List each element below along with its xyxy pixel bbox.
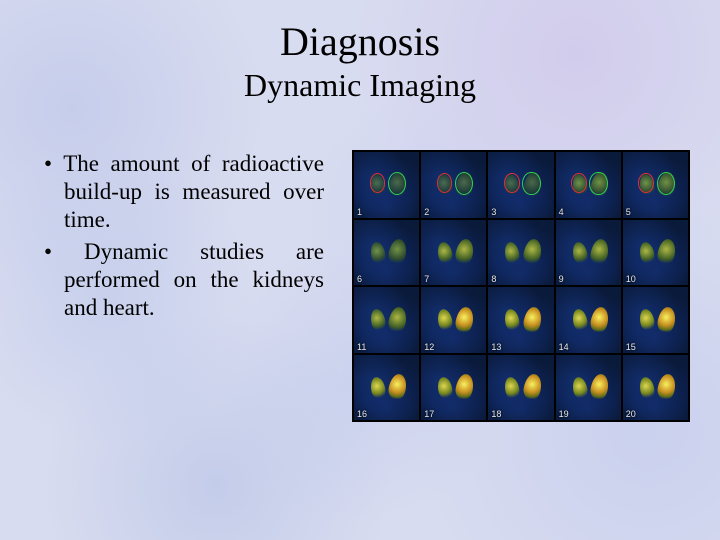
- scan-frame: 10: [623, 220, 688, 286]
- roi-left: [638, 173, 654, 193]
- slide-title: Diagnosis: [0, 18, 720, 65]
- frame-number: 19: [559, 409, 569, 419]
- scan-frame: 8: [488, 220, 553, 286]
- frame-number: 7: [424, 274, 429, 284]
- bullet-item: Dynamic studies are performed on the kid…: [44, 238, 324, 322]
- frame-number: 1: [357, 207, 362, 217]
- frame-number: 2: [424, 207, 429, 217]
- slide-subtitle: Dynamic Imaging: [0, 67, 720, 104]
- scan-frame: 17: [421, 355, 486, 421]
- frame-number: 4: [559, 207, 564, 217]
- roi-right: [657, 172, 675, 196]
- frame-number: 15: [626, 342, 636, 352]
- title-block: Diagnosis Dynamic Imaging: [0, 0, 720, 104]
- scan-frame: 16: [354, 355, 419, 421]
- scan-frame: 19: [556, 355, 621, 421]
- frame-number: 12: [424, 342, 434, 352]
- frame-number: 16: [357, 409, 367, 419]
- scan-frame: 13: [488, 287, 553, 353]
- roi-left: [370, 173, 386, 193]
- scan-frame: 11: [354, 287, 419, 353]
- scan-frame: 1: [354, 152, 419, 218]
- frame-number: 13: [491, 342, 501, 352]
- scan-frame: 5: [623, 152, 688, 218]
- scan-frame: 9: [556, 220, 621, 286]
- dynamic-scan-grid: 1234567891011121314151617181920: [352, 150, 690, 422]
- scan-frame: 4: [556, 152, 621, 218]
- frame-number: 3: [491, 207, 496, 217]
- frame-number: 8: [491, 274, 496, 284]
- scan-frame: 7: [421, 220, 486, 286]
- scan-frame: 3: [488, 152, 553, 218]
- bullet-list: The amount of radioactive build-up is me…: [44, 150, 324, 322]
- frame-number: 10: [626, 274, 636, 284]
- bullet-item: The amount of radioactive build-up is me…: [44, 150, 324, 234]
- text-column: The amount of radioactive build-up is me…: [44, 150, 324, 422]
- frame-number: 6: [357, 274, 362, 284]
- content-row: The amount of radioactive build-up is me…: [0, 104, 720, 422]
- frame-number: 9: [559, 274, 564, 284]
- scan-frame: 12: [421, 287, 486, 353]
- scan-frame: 15: [623, 287, 688, 353]
- roi-left: [504, 173, 520, 193]
- scan-frame: 18: [488, 355, 553, 421]
- roi-left: [437, 173, 453, 193]
- image-column: 1234567891011121314151617181920: [352, 150, 690, 422]
- frame-number: 14: [559, 342, 569, 352]
- frame-number: 17: [424, 409, 434, 419]
- roi-right: [522, 172, 540, 196]
- scan-frame: 2: [421, 152, 486, 218]
- scan-frame: 14: [556, 287, 621, 353]
- roi-right: [589, 172, 607, 196]
- roi-left: [571, 173, 587, 193]
- frame-number: 20: [626, 409, 636, 419]
- scan-frame: 6: [354, 220, 419, 286]
- scan-frame: 20: [623, 355, 688, 421]
- frame-number: 11: [357, 342, 366, 352]
- frame-number: 5: [626, 207, 631, 217]
- frame-number: 18: [491, 409, 501, 419]
